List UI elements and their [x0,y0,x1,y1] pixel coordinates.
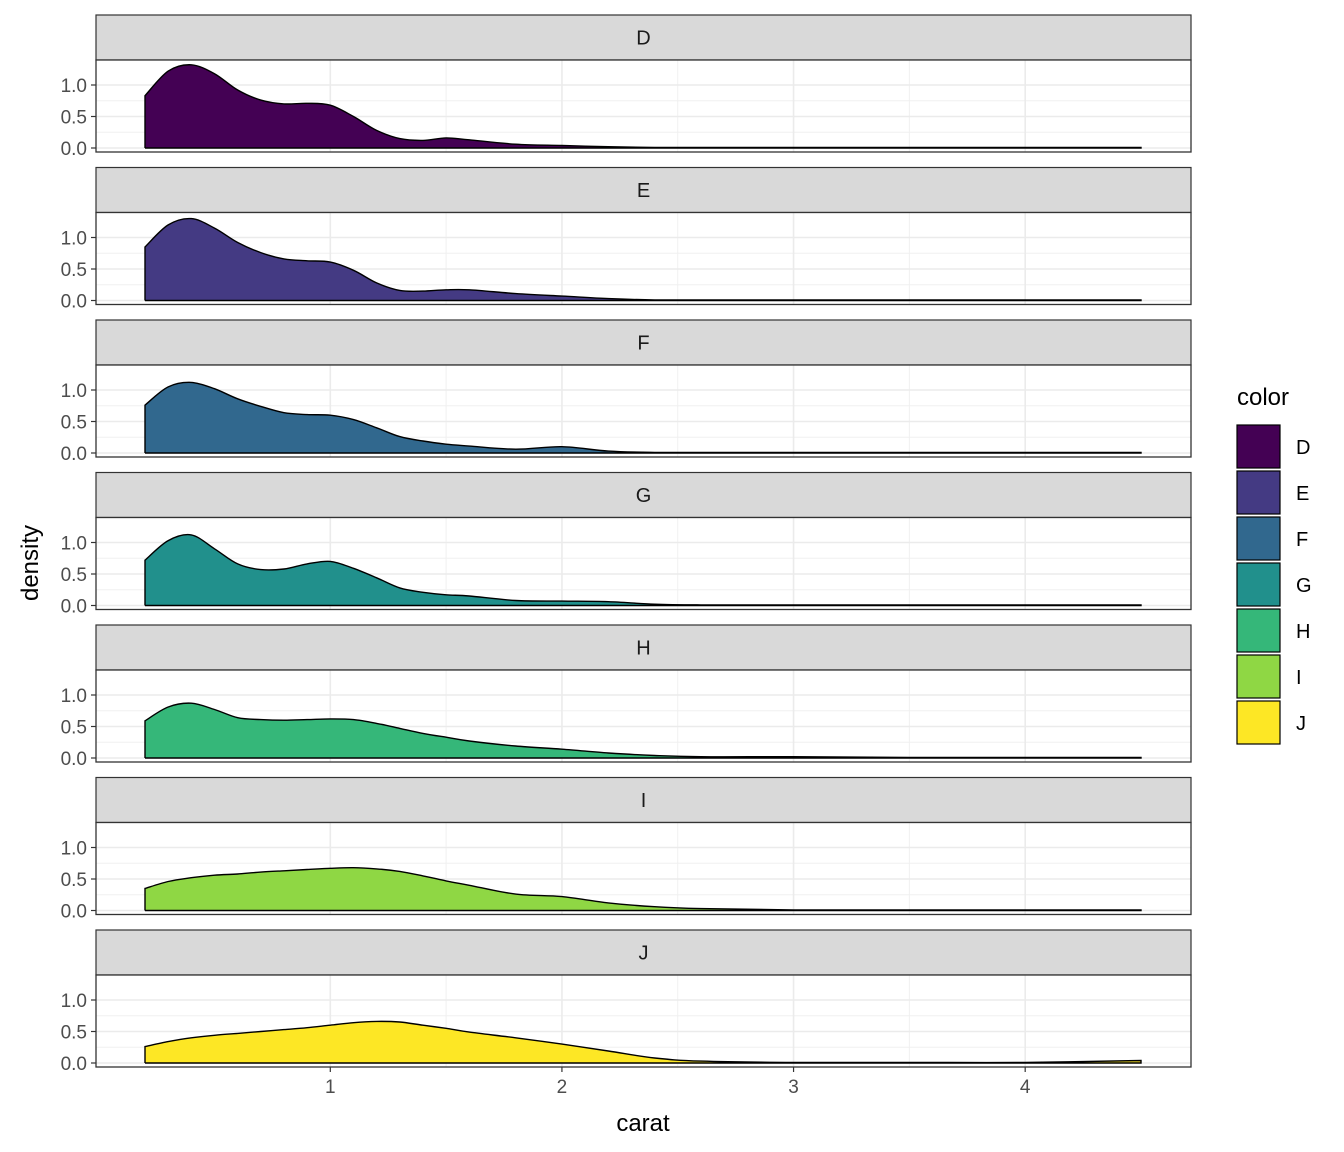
facet-strip [95,929,1192,976]
facet-E: E 0.0 0.5 1.0 [61,166,1192,313]
facet-strip [95,471,1192,519]
density-area-G [145,534,1141,606]
x-tick-label: 2 [557,1077,568,1098]
legend-label-E: E [1296,483,1309,505]
y-tick-label: 0.5 [61,870,87,891]
y-tick-label: 1.0 [61,839,87,860]
density-outline-J [144,1020,1142,1064]
x-axis: 1 2 3 4 [325,1067,1031,1098]
legend-key-J [1236,700,1281,745]
facet-strip-label: E [637,180,650,202]
legend-key-E [1236,470,1281,515]
density-outline-H [144,702,1142,759]
density-area-J [145,1021,1141,1063]
x-tick-label: 4 [1020,1077,1031,1098]
y-axis-title: density [17,525,44,601]
density-outline-D [144,64,1142,149]
facet-strip [95,624,1192,671]
legend-key-D [1236,424,1281,469]
panel-border [95,669,1192,763]
facet-strip [95,14,1192,61]
y-tick-label: 1.0 [61,229,87,250]
x-axis-title: carat [616,1110,670,1137]
x-tick-label: 1 [325,1077,336,1098]
legend-label-G: G [1296,575,1312,597]
density-outline-G [144,533,1142,607]
panel-border [95,59,1192,153]
legend-label-I: I [1296,667,1302,689]
density-outline-F [144,381,1142,454]
legend-key-F [1236,516,1281,561]
facet-D: D 0.0 0.5 1.0 [61,14,1192,160]
legend-title: color [1237,384,1289,411]
y-tick-label: 0.0 [61,902,87,923]
facet-J: J 0.0 0.5 1.0 [61,929,1192,1075]
panel-border [95,211,1192,306]
x-tick-label: 3 [788,1077,799,1098]
facet-strip-label: I [641,790,647,812]
y-tick-label: 0.5 [61,565,87,586]
y-tick-label: 0.5 [61,1023,87,1044]
panel-border [95,364,1192,458]
legend-key-G [1236,562,1281,607]
y-tick-label: 1.0 [61,991,87,1012]
panel-border [95,974,1192,1068]
density-area-H [145,703,1141,758]
y-tick-label: 1.0 [61,381,87,402]
facet-H: H 0.0 0.5 1.0 [61,624,1192,770]
facet-I: I 0.0 0.5 1.0 [61,776,1192,923]
legend-key-I [1236,654,1281,699]
density-area-E [145,218,1141,301]
legend-keys: D E F G H I J [1236,424,1312,745]
legend: color D E F G H I J [1236,384,1312,745]
legend-label-J: J [1296,713,1306,735]
y-tick-label: 0.5 [61,260,87,281]
facet-strip [95,166,1192,214]
y-tick-label: 0.0 [61,749,87,770]
y-tick-label: 0.0 [61,139,87,160]
facet-strip-label: D [636,28,650,50]
y-tick-label: 0.0 [61,1054,87,1075]
y-tick-label: 0.5 [61,718,87,739]
legend-key-H [1236,608,1281,653]
panel-border [95,516,1192,611]
legend-label-D: D [1296,437,1310,459]
legend-label-F: F [1296,529,1308,551]
facet-G: G 0.0 0.5 1.0 [61,471,1192,618]
facet-strip-label: F [637,333,649,355]
panel-border [95,821,1192,916]
facet-strip [95,319,1192,366]
facet-strip-label: H [636,638,650,660]
facet-F: F 0.0 0.5 1.0 [61,319,1192,465]
y-tick-label: 0.5 [61,413,87,434]
density-area-D [145,64,1141,148]
facet-strip-label: J [639,943,649,965]
facet-strip-label: G [636,485,652,507]
y-tick-label: 0.0 [61,444,87,465]
legend-label-H: H [1296,621,1310,643]
density-outline-E [144,217,1142,302]
density-outline-I [144,866,1142,912]
density-area-I [145,867,1141,911]
y-tick-label: 1.0 [61,76,87,97]
y-tick-label: 1.0 [61,686,87,707]
y-tick-label: 1.0 [61,534,87,555]
facet-panels: D 0.0 0.5 1.0 E 0.0 0.5 1.0 F 0.0 0.5 1.0 G 0.0 0.5 1.0… [61,14,1192,1075]
y-tick-label: 0.0 [61,292,87,313]
y-tick-label: 0.5 [61,108,87,129]
y-tick-label: 0.0 [61,597,87,618]
